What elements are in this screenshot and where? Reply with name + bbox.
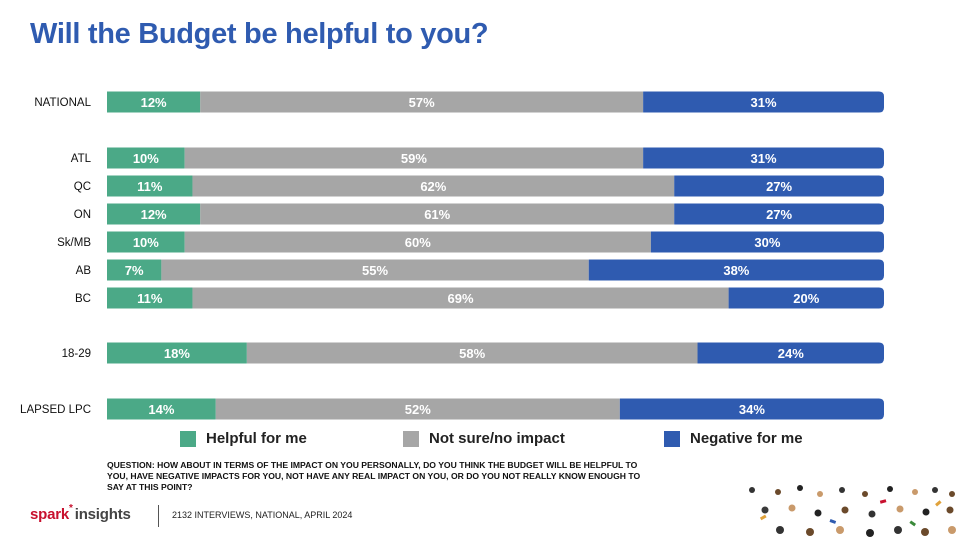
data-label: 10% <box>133 235 159 250</box>
legend-swatch-helpful <box>180 430 196 447</box>
category-label: ATL <box>71 153 92 165</box>
data-label: 12% <box>141 207 167 222</box>
data-label: 12% <box>141 95 167 110</box>
legend-item-not-sure: Not sure/no impact <box>403 430 565 447</box>
data-label: 20% <box>793 291 819 306</box>
data-label: 11% <box>137 179 163 194</box>
legend-label-not-sure: Not sure/no impact <box>429 430 565 447</box>
bar-segment <box>200 91 644 113</box>
question-text: QUESTION: HOW ABOUT IN TERMS OF THE IMPA… <box>107 460 641 492</box>
crowd-illustration <box>749 485 956 537</box>
legend-swatch-negative <box>664 430 680 447</box>
star-icon: * <box>69 503 73 514</box>
data-label: 10% <box>133 151 159 166</box>
bar-segment <box>215 398 620 420</box>
brand-logo: spark* insights <box>30 503 131 523</box>
data-label: 27% <box>766 179 792 194</box>
data-label: 38% <box>723 263 749 278</box>
bar-segment <box>192 175 675 197</box>
bar-segment <box>650 231 884 253</box>
data-label: 52% <box>405 402 431 417</box>
category-label: LAPSED LPC <box>20 404 91 416</box>
bar-segment <box>697 342 884 364</box>
bar-segment <box>200 203 675 225</box>
category-label: AB <box>76 265 92 277</box>
bar-segment <box>107 175 193 197</box>
category-label: Sk/MB <box>57 237 91 249</box>
bar-segment <box>107 287 193 309</box>
bar-segment <box>619 398 884 420</box>
bar-segment <box>107 398 216 420</box>
data-label: 7% <box>125 263 144 278</box>
page-title: Will the Budget be helpful to you? <box>30 18 489 50</box>
footnote: 2132 INTERVIEWS, NATIONAL, APRIL 2024 <box>172 510 353 520</box>
data-label: 31% <box>751 151 777 166</box>
bar-segment <box>107 203 201 225</box>
bar-segment <box>107 91 201 113</box>
data-label: 59% <box>401 151 427 166</box>
bar-segment <box>107 231 185 253</box>
bar-segment <box>184 147 644 169</box>
bar-segment <box>674 175 884 197</box>
category-label: BC <box>75 293 91 305</box>
bar-segment <box>643 91 884 113</box>
legend-swatch-not-sure <box>403 430 419 447</box>
data-label: 27% <box>766 207 792 222</box>
legend: Helpful for me Not sure/no impact Negati… <box>0 430 960 452</box>
category-label: ON <box>74 209 91 221</box>
data-label: 30% <box>754 235 780 250</box>
footer-divider <box>158 505 159 527</box>
legend-label-negative: Negative for me <box>690 430 803 447</box>
stacked-bar-chart: NATIONAL 12% 57% 31% ATL 10% 59% 31% QC 11% 62% 27%… <box>20 91 884 420</box>
bar-segment <box>674 203 884 225</box>
bar-segment <box>588 259 884 281</box>
data-label: 60% <box>405 235 431 250</box>
bar-segment <box>643 147 884 169</box>
bar-segment <box>107 147 185 169</box>
data-label: 11% <box>137 291 163 306</box>
bar-segment <box>184 231 651 253</box>
data-label: 69% <box>448 291 474 306</box>
data-label: 14% <box>148 402 174 417</box>
data-label: 57% <box>409 95 435 110</box>
data-label: 58% <box>459 346 485 361</box>
category-label: QC <box>74 181 91 193</box>
bar-segment <box>728 287 884 309</box>
legend-item-negative: Negative for me <box>664 430 803 447</box>
data-label: 55% <box>362 263 388 278</box>
data-label: 24% <box>778 346 804 361</box>
brand-name-part2: insights <box>74 506 131 523</box>
data-label: 62% <box>420 179 446 194</box>
data-label: 61% <box>424 207 450 222</box>
category-label: NATIONAL <box>34 97 91 109</box>
legend-item-helpful: Helpful for me <box>180 430 307 447</box>
data-label: 34% <box>739 402 765 417</box>
bar-segment <box>161 259 589 281</box>
data-label: 31% <box>751 95 777 110</box>
legend-label-helpful: Helpful for me <box>206 430 307 447</box>
data-label: 18% <box>164 346 190 361</box>
bar-segment <box>107 259 162 281</box>
brand-name-part1: spark <box>30 506 70 523</box>
bar-segment <box>246 342 698 364</box>
category-label: 18-29 <box>62 348 91 360</box>
crowd-figures <box>749 485 956 537</box>
bar-segment <box>192 287 729 309</box>
bar-segment <box>107 342 247 364</box>
